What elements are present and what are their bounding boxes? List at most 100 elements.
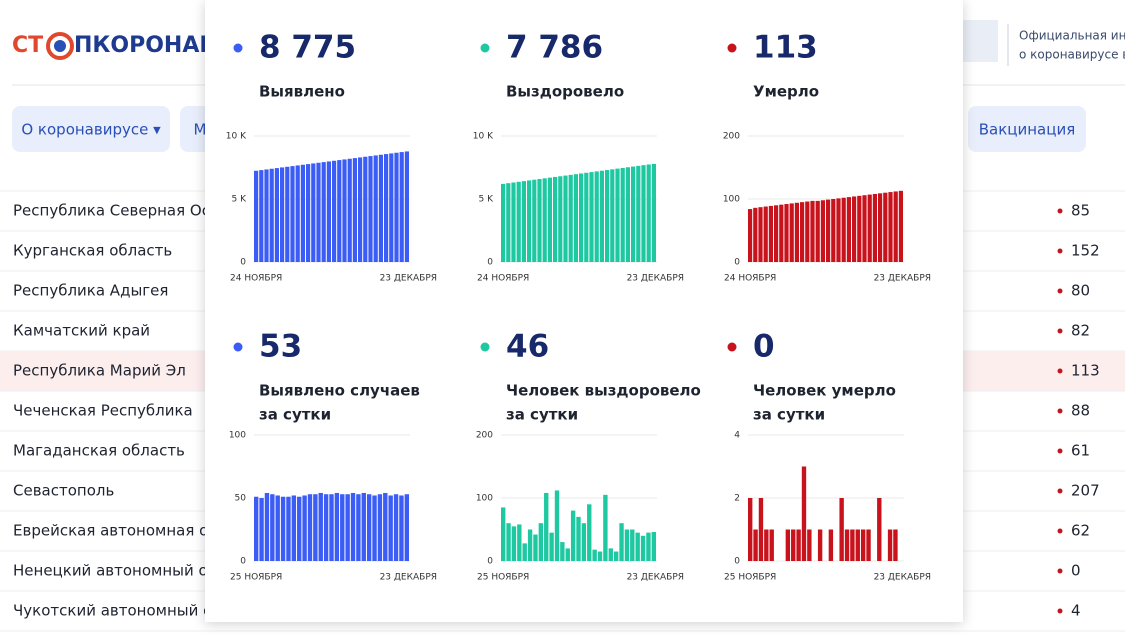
bar xyxy=(753,207,758,262)
bar xyxy=(404,151,409,262)
bar xyxy=(791,529,796,561)
popup: 8 775 Выявлено 0 5 K 10 K 24 НОЯБРЯ 23 ДЕКАБРЯ… xyxy=(205,0,963,622)
nav-label[interactable]: Вакцинация xyxy=(979,121,1075,139)
x-label: 23 ДЕКАБРЯ xyxy=(627,274,684,284)
legend-dot xyxy=(727,342,737,352)
value-dot xyxy=(1057,488,1063,494)
bar xyxy=(394,152,399,262)
x-label: 25 НОЯБРЯ xyxy=(724,573,776,583)
bar xyxy=(563,175,568,262)
bar xyxy=(836,198,841,262)
panel-label: Человек умерло xyxy=(753,382,896,400)
info-text: о коронавирусе в Р xyxy=(1019,48,1125,62)
bar xyxy=(517,524,522,561)
bar xyxy=(608,548,613,561)
bar xyxy=(553,176,558,262)
big-number: 0 xyxy=(753,329,775,365)
y-tick-label: 100 xyxy=(229,431,246,441)
logo-icon xyxy=(46,32,74,60)
bar xyxy=(347,158,352,262)
bar xyxy=(302,495,307,561)
bar xyxy=(640,535,646,561)
bar xyxy=(511,182,516,262)
bar xyxy=(570,510,576,561)
bar xyxy=(269,168,274,262)
bar xyxy=(295,165,300,262)
x-label: 25 НОЯБРЯ xyxy=(477,573,529,583)
bar xyxy=(769,529,774,561)
bar xyxy=(831,199,836,262)
bar xyxy=(820,200,825,262)
bar xyxy=(758,498,764,561)
bar xyxy=(290,166,295,262)
bar xyxy=(846,197,851,262)
y-tick-label: 0 xyxy=(240,258,246,268)
bar xyxy=(789,203,794,262)
bar xyxy=(254,496,259,561)
y-tick-label: 100 xyxy=(723,195,740,205)
bar xyxy=(862,195,867,262)
nav-label[interactable]: М xyxy=(194,121,207,139)
value-dot xyxy=(1057,408,1063,414)
bar xyxy=(630,529,635,561)
panel-label: за сутки xyxy=(259,406,331,424)
bar xyxy=(521,181,526,262)
bar xyxy=(274,168,279,262)
bar xyxy=(758,207,763,262)
bar xyxy=(636,165,641,262)
bar xyxy=(581,523,587,561)
bar xyxy=(340,494,345,561)
bar xyxy=(560,542,565,561)
nav-button[interactable] xyxy=(968,106,1086,152)
bar xyxy=(342,159,347,262)
bar xyxy=(651,163,656,262)
bar xyxy=(619,523,624,561)
bar xyxy=(542,178,547,262)
gov-emblem xyxy=(962,20,998,62)
bar xyxy=(316,162,321,262)
nav-label[interactable]: О коронавирусе ▾ xyxy=(21,121,161,139)
bar xyxy=(337,160,342,262)
bar xyxy=(748,209,753,262)
x-label: 24 НОЯБРЯ xyxy=(724,274,776,284)
bar xyxy=(506,523,511,561)
bar xyxy=(377,494,383,561)
legend-dot xyxy=(480,342,490,352)
bar xyxy=(878,193,883,262)
bar xyxy=(794,202,799,262)
bar xyxy=(587,504,592,561)
bar xyxy=(635,532,640,561)
panel-label: Выявлено случаев xyxy=(259,382,420,400)
bar xyxy=(613,551,619,561)
bar xyxy=(311,163,316,262)
bar xyxy=(800,202,805,262)
bar xyxy=(537,179,542,262)
nav-button[interactable] xyxy=(12,106,170,152)
bar xyxy=(589,172,594,262)
bar xyxy=(366,494,372,561)
bar xyxy=(867,194,872,262)
region-name: Республика Северная Осе xyxy=(13,202,219,220)
bar xyxy=(329,494,334,561)
bar xyxy=(393,494,399,561)
bar xyxy=(544,492,549,561)
bar xyxy=(768,205,773,262)
bar xyxy=(866,529,871,561)
bar xyxy=(877,498,882,561)
bar xyxy=(646,532,651,561)
bar xyxy=(368,156,373,262)
bar xyxy=(651,532,656,561)
big-number: 113 xyxy=(753,30,818,66)
legend-dot xyxy=(480,43,490,53)
bar xyxy=(372,495,377,561)
region-name: Республика Марий Эл xyxy=(13,362,186,380)
region-value: 62 xyxy=(1071,522,1090,540)
bar xyxy=(352,158,357,262)
bar xyxy=(270,494,275,561)
bar xyxy=(259,498,264,561)
bar xyxy=(597,551,603,561)
y-tick-label: 2 xyxy=(734,494,740,504)
bar xyxy=(584,172,589,262)
region-value: 61 xyxy=(1071,442,1090,460)
